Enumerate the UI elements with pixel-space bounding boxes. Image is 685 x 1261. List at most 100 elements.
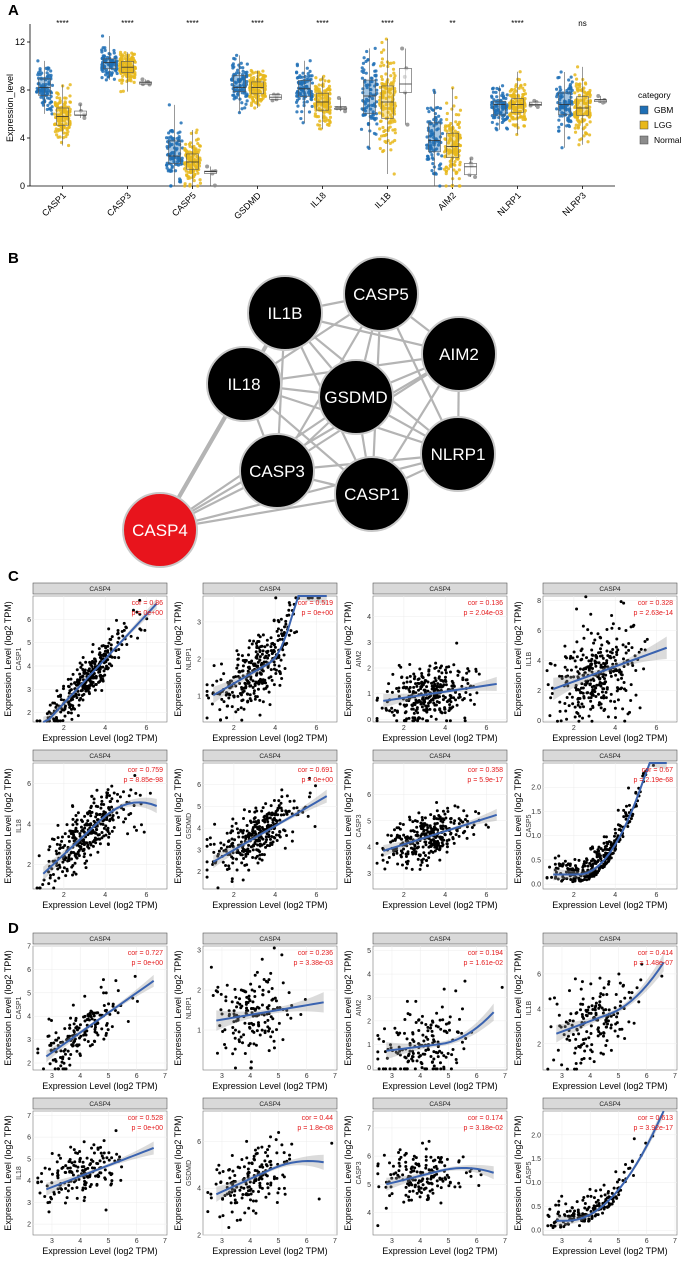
- scatter-point: [87, 667, 91, 671]
- jitter-point: [196, 141, 200, 146]
- scatter-point: [432, 817, 436, 821]
- jitter-point: [192, 179, 196, 183]
- scatter-point: [581, 653, 585, 657]
- jitter-point: [164, 163, 169, 167]
- scatter-point: [56, 719, 60, 723]
- scatter-point: [651, 763, 655, 767]
- jitter-point: [425, 135, 429, 139]
- scatter-point: [67, 835, 71, 839]
- scatter-point: [603, 677, 607, 681]
- scatter-point: [429, 698, 433, 702]
- jitter-point: [239, 61, 243, 65]
- scatter-point: [261, 633, 265, 637]
- jitter-point: [235, 71, 239, 75]
- scatter-point: [553, 856, 557, 860]
- scatter-point: [71, 672, 75, 676]
- jitter-point: [240, 107, 244, 111]
- scatter-point: [594, 686, 598, 690]
- scatter-point: [239, 693, 243, 697]
- jitter-point: [103, 48, 107, 53]
- jitter-point: [114, 55, 118, 59]
- scatter-point: [84, 660, 88, 664]
- scatter-point: [275, 819, 279, 823]
- scatter-point: [38, 886, 42, 890]
- scatter-point: [594, 695, 598, 699]
- scatter-point: [241, 829, 245, 833]
- jitter-point: [445, 101, 449, 105]
- y-tick-label: 2: [197, 869, 201, 876]
- scatter-point: [35, 719, 39, 723]
- scatter-point: [440, 684, 444, 688]
- jitter-point: [40, 71, 44, 75]
- scatter-point: [316, 596, 320, 600]
- scatter-point: [558, 700, 562, 704]
- scatter-point: [421, 818, 425, 822]
- scatter-point: [454, 833, 458, 837]
- jitter-point: [109, 73, 114, 77]
- scatter-point: [405, 676, 409, 680]
- y-tick-label: 2: [27, 710, 31, 717]
- scatter-point: [472, 702, 476, 706]
- jitter-point: [573, 130, 578, 134]
- jitter-point: [380, 77, 384, 82]
- jitter-point: [491, 90, 496, 94]
- scatter-point: [437, 701, 441, 705]
- scatter-point: [558, 674, 562, 678]
- scatter-point: [611, 622, 615, 626]
- jitter-point: [295, 76, 300, 80]
- jitter-point: [596, 93, 601, 98]
- box-rect: [298, 80, 311, 97]
- scatter-point: [438, 815, 442, 819]
- scatter-point: [596, 675, 600, 679]
- scatter-point: [596, 692, 600, 696]
- jitter-point: [123, 61, 127, 65]
- jitter-point: [233, 80, 237, 84]
- scatter-point: [231, 817, 235, 821]
- scatter-point: [415, 846, 419, 850]
- scatter-point: [400, 863, 404, 867]
- jitter-point: [554, 87, 559, 91]
- scatter-point: [240, 718, 244, 722]
- scatter-point: [47, 870, 51, 874]
- scatter-point: [258, 853, 262, 857]
- jitter-point: [431, 161, 435, 166]
- jitter-point: [131, 68, 135, 72]
- scatter-point: [255, 854, 259, 858]
- scatter-point: [218, 692, 222, 696]
- scatter-point: [411, 707, 415, 711]
- scatter-point: [245, 829, 249, 833]
- x-tick-label: 4: [613, 725, 617, 732]
- scatter-point: [396, 862, 400, 866]
- scatter-point: [415, 819, 419, 823]
- x-tick-label: 4: [613, 892, 617, 899]
- jitter-point: [167, 103, 171, 107]
- scatter-point: [591, 688, 595, 692]
- scatter-point: [430, 684, 434, 688]
- scatter-point: [390, 690, 394, 694]
- scatter-point: [66, 677, 70, 681]
- y-axis-title: Expression Level (log2 TPM): [173, 768, 183, 883]
- scatter-point: [217, 849, 221, 853]
- jitter-point: [194, 131, 198, 135]
- scatter-point: [553, 868, 557, 872]
- jitter-point: [555, 107, 559, 111]
- scatter-point: [418, 667, 422, 671]
- jitter-point: [535, 104, 540, 109]
- x-axis-title: Expression Level (log2 TPM): [212, 733, 327, 743]
- jitter-point: [306, 71, 310, 76]
- scatter-point: [74, 872, 78, 876]
- jitter-point: [454, 134, 458, 138]
- scatter-point: [443, 711, 447, 715]
- scatter-point: [102, 803, 106, 807]
- scatter-point: [477, 672, 481, 676]
- jitter-point: [105, 55, 110, 60]
- box-group-normal: [528, 98, 542, 109]
- scatter-point: [436, 695, 440, 699]
- jitter-point: [180, 146, 185, 150]
- scatter-point: [602, 694, 606, 698]
- scatter-point: [452, 696, 456, 700]
- box-rect: [558, 92, 571, 116]
- y-tick-label: 2: [197, 657, 201, 664]
- scatter-point: [549, 662, 553, 666]
- scatter-point: [553, 862, 557, 866]
